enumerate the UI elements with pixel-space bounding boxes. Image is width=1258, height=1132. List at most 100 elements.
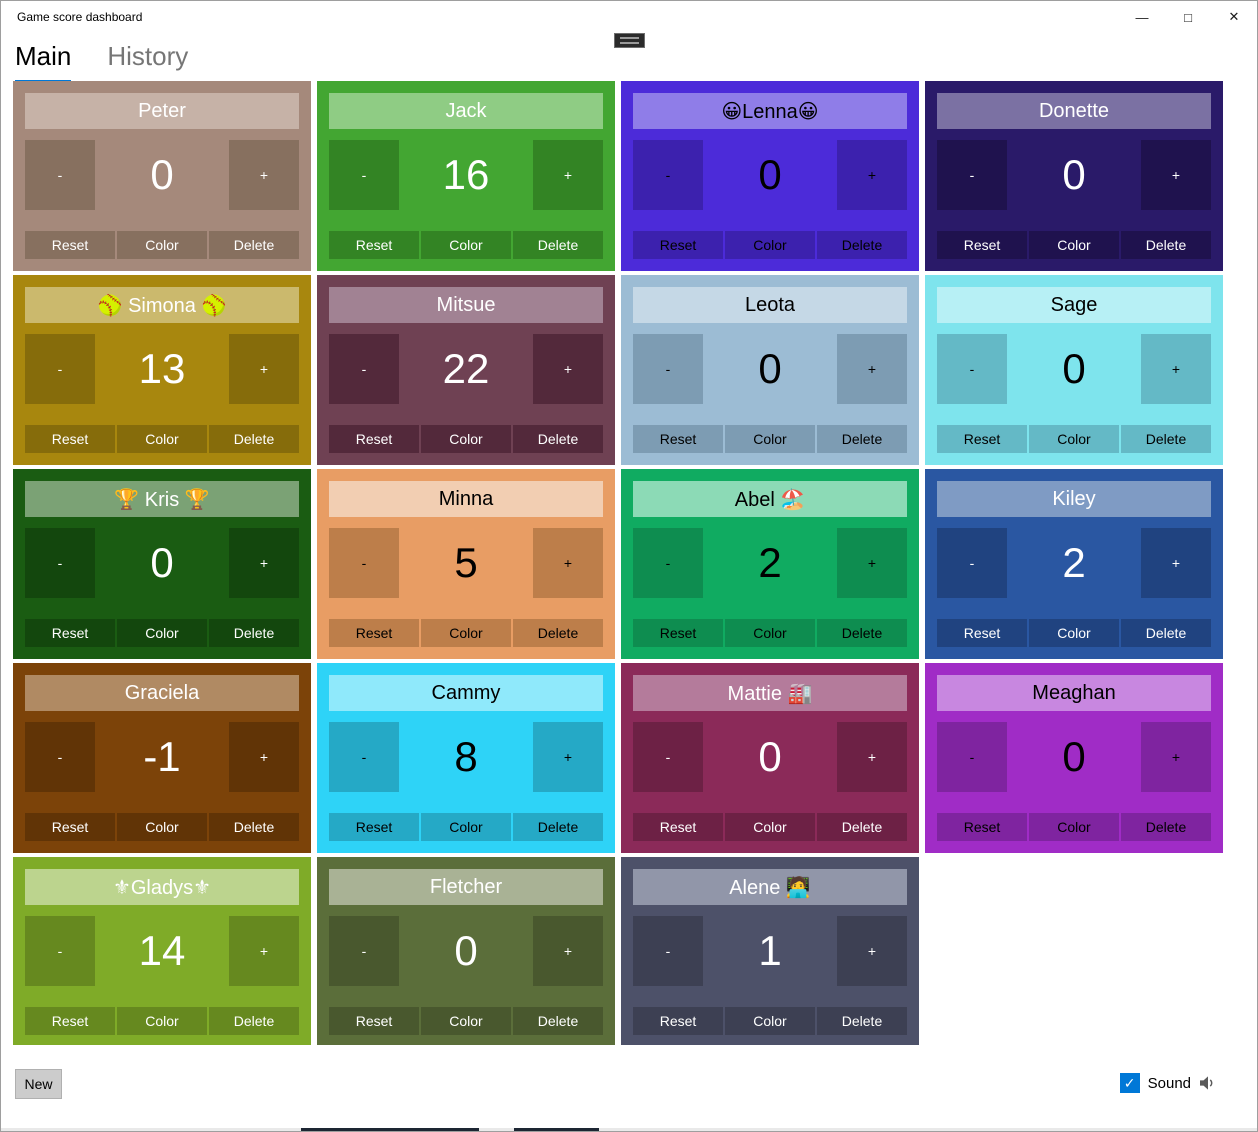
delete-button[interactable]: Delete <box>209 1007 299 1035</box>
reset-button[interactable]: Reset <box>633 813 723 841</box>
color-button[interactable]: Color <box>725 619 815 647</box>
close-button[interactable]: ✕ <box>1211 1 1257 33</box>
reset-button[interactable]: Reset <box>329 425 419 453</box>
increment-button[interactable]: + <box>533 722 603 792</box>
tab-history[interactable]: History <box>107 41 188 83</box>
decrement-button[interactable]: - <box>937 140 1007 210</box>
delete-button[interactable]: Delete <box>513 231 603 259</box>
decrement-button[interactable]: - <box>25 916 95 986</box>
reset-button[interactable]: Reset <box>633 231 723 259</box>
color-button[interactable]: Color <box>1029 231 1119 259</box>
delete-button[interactable]: Delete <box>209 619 299 647</box>
player-name-header[interactable]: Alene 🧑‍💻 <box>633 869 907 905</box>
color-button[interactable]: Color <box>725 425 815 453</box>
decrement-button[interactable]: - <box>937 334 1007 404</box>
increment-button[interactable]: + <box>1141 334 1211 404</box>
new-player-button[interactable]: New <box>15 1069 62 1099</box>
reset-button[interactable]: Reset <box>937 425 1027 453</box>
player-name-header[interactable]: Graciela <box>25 675 299 711</box>
color-button[interactable]: Color <box>1029 619 1119 647</box>
reset-button[interactable]: Reset <box>329 813 419 841</box>
delete-button[interactable]: Delete <box>513 619 603 647</box>
decrement-button[interactable]: - <box>329 528 399 598</box>
maximize-button[interactable]: □ <box>1165 1 1211 33</box>
delete-button[interactable]: Delete <box>209 813 299 841</box>
player-name-header[interactable]: Jack <box>329 93 603 129</box>
reset-button[interactable]: Reset <box>633 425 723 453</box>
reset-button[interactable]: Reset <box>25 619 115 647</box>
decrement-button[interactable]: - <box>633 722 703 792</box>
color-button[interactable]: Color <box>1029 425 1119 453</box>
reset-button[interactable]: Reset <box>633 619 723 647</box>
reset-button[interactable]: Reset <box>25 813 115 841</box>
reset-button[interactable]: Reset <box>329 231 419 259</box>
player-name-header[interactable]: Abel 🏖️ <box>633 481 907 517</box>
increment-button[interactable]: + <box>533 528 603 598</box>
increment-button[interactable]: + <box>1141 140 1211 210</box>
increment-button[interactable]: + <box>837 916 907 986</box>
color-button[interactable]: Color <box>421 425 511 453</box>
player-name-header[interactable]: 🥎 Simona 🥎 <box>25 287 299 323</box>
player-name-header[interactable]: Fletcher <box>329 869 603 905</box>
player-name-header[interactable]: ⚜Gladys⚜ <box>25 869 299 905</box>
player-name-header[interactable]: Leota <box>633 287 907 323</box>
color-button[interactable]: Color <box>117 231 207 259</box>
color-button[interactable]: Color <box>421 619 511 647</box>
drag-handle[interactable] <box>614 33 645 48</box>
player-name-header[interactable]: Peter <box>25 93 299 129</box>
increment-button[interactable]: + <box>1141 528 1211 598</box>
color-button[interactable]: Color <box>117 813 207 841</box>
increment-button[interactable]: + <box>229 722 299 792</box>
delete-button[interactable]: Delete <box>817 619 907 647</box>
decrement-button[interactable]: - <box>937 722 1007 792</box>
player-name-header[interactable]: Meaghan <box>937 675 1211 711</box>
reset-button[interactable]: Reset <box>25 425 115 453</box>
delete-button[interactable]: Delete <box>209 425 299 453</box>
player-name-header[interactable]: Mitsue <box>329 287 603 323</box>
player-name-header[interactable]: Mattie 🏭 <box>633 675 907 711</box>
delete-button[interactable]: Delete <box>513 1007 603 1035</box>
decrement-button[interactable]: - <box>329 916 399 986</box>
reset-button[interactable]: Reset <box>937 813 1027 841</box>
player-name-header[interactable]: Minna <box>329 481 603 517</box>
decrement-button[interactable]: - <box>633 528 703 598</box>
minimize-button[interactable]: — <box>1119 1 1165 33</box>
decrement-button[interactable]: - <box>25 528 95 598</box>
color-button[interactable]: Color <box>117 1007 207 1035</box>
increment-button[interactable]: + <box>229 140 299 210</box>
reset-button[interactable]: Reset <box>25 231 115 259</box>
increment-button[interactable]: + <box>229 916 299 986</box>
increment-button[interactable]: + <box>837 528 907 598</box>
player-name-header[interactable]: Sage <box>937 287 1211 323</box>
color-button[interactable]: Color <box>725 813 815 841</box>
increment-button[interactable]: + <box>533 334 603 404</box>
color-button[interactable]: Color <box>117 425 207 453</box>
increment-button[interactable]: + <box>837 334 907 404</box>
delete-button[interactable]: Delete <box>513 813 603 841</box>
color-button[interactable]: Color <box>421 231 511 259</box>
tab-main[interactable]: Main <box>15 41 72 83</box>
player-name-header[interactable]: Cammy <box>329 675 603 711</box>
increment-button[interactable]: + <box>1141 722 1211 792</box>
delete-button[interactable]: Delete <box>817 1007 907 1035</box>
delete-button[interactable]: Delete <box>209 231 299 259</box>
color-button[interactable]: Color <box>1029 813 1119 841</box>
decrement-button[interactable]: - <box>329 334 399 404</box>
delete-button[interactable]: Delete <box>1121 231 1211 259</box>
delete-button[interactable]: Delete <box>1121 425 1211 453</box>
delete-button[interactable]: Delete <box>817 231 907 259</box>
decrement-button[interactable]: - <box>25 334 95 404</box>
decrement-button[interactable]: - <box>633 916 703 986</box>
reset-button[interactable]: Reset <box>329 1007 419 1035</box>
delete-button[interactable]: Delete <box>1121 619 1211 647</box>
color-button[interactable]: Color <box>421 813 511 841</box>
player-name-header[interactable]: Donette <box>937 93 1211 129</box>
color-button[interactable]: Color <box>725 1007 815 1035</box>
reset-button[interactable]: Reset <box>937 231 1027 259</box>
delete-button[interactable]: Delete <box>513 425 603 453</box>
decrement-button[interactable]: - <box>633 140 703 210</box>
increment-button[interactable]: + <box>533 916 603 986</box>
color-button[interactable]: Color <box>117 619 207 647</box>
increment-button[interactable]: + <box>229 528 299 598</box>
reset-button[interactable]: Reset <box>25 1007 115 1035</box>
